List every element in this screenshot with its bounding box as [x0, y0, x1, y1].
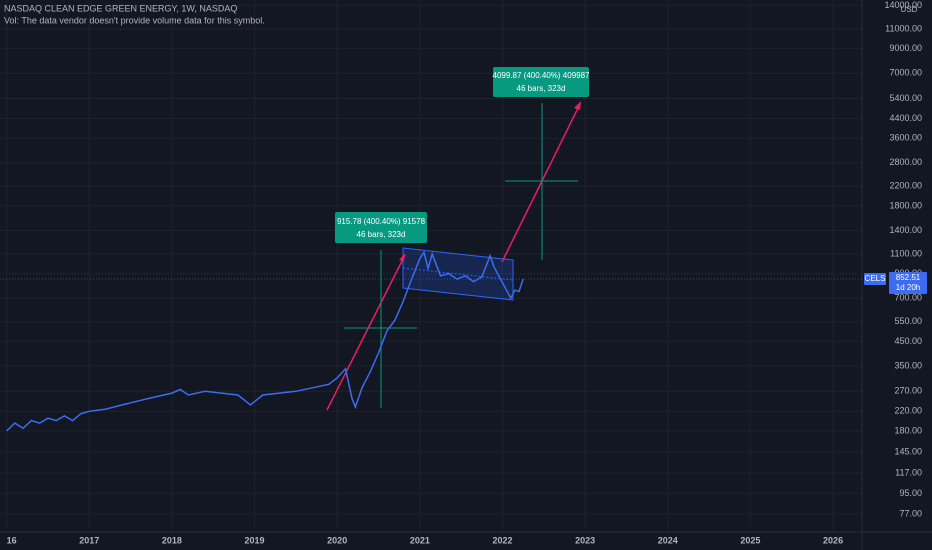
price-badge: [889, 271, 927, 294]
y-tick-label: 350.00: [894, 360, 922, 370]
ticker-label: CELS: [865, 274, 886, 283]
y-tick-label: 77.00: [899, 508, 922, 518]
y-tick-label: 7000.00: [889, 68, 922, 78]
channel-mid: [402, 267, 514, 281]
x-tick-label: 2022: [492, 535, 512, 545]
x-tick-label: 2025: [740, 535, 760, 545]
y-tick-label: 4400.00: [889, 113, 922, 123]
x-tick-label: 2017: [79, 535, 99, 545]
y-tick-label: 270.00: [894, 386, 922, 396]
currency: USD: [901, 5, 918, 14]
y-tick-label: 95.00: [899, 488, 922, 498]
annotation-box: [335, 212, 427, 243]
chart-title: NASDAQ CLEAN EDGE GREEN ENERGY, 1W, NASD…: [4, 3, 237, 13]
y-tick-label: 9000.00: [889, 43, 922, 53]
y-tick-label: 1400.00: [889, 225, 922, 235]
x-tick-label: 2020: [327, 535, 347, 545]
y-tick-label: 550.00: [894, 316, 922, 326]
ticker-badge: [864, 272, 886, 285]
x-tick-label: 2024: [658, 535, 678, 545]
x-tick-label: 16: [7, 535, 17, 545]
x-tick-label: 2018: [162, 535, 182, 545]
arrow-head: [574, 101, 581, 110]
y-tick-label: 5400.00: [889, 93, 922, 103]
y-tick-label: 2800.00: [889, 157, 922, 167]
y-tick-label: 1800.00: [889, 200, 922, 210]
arrow-head: [399, 253, 405, 261]
annotation-subtext: 46 bars, 323d: [357, 230, 406, 239]
annotation-subtext: 46 bars, 323d: [517, 84, 566, 93]
price-line: [6, 250, 524, 432]
arrow: [501, 103, 581, 263]
y-tick-label: 14000.00: [884, 0, 922, 10]
arrow: [326, 254, 406, 411]
y-tick-label: 700.00: [894, 293, 922, 303]
y-tick-label: 1100.00: [890, 248, 922, 258]
y-tick-label: 220.00: [894, 406, 922, 416]
y-tick-label: 450.00: [894, 336, 922, 346]
annotation-box: [493, 67, 589, 97]
chart-subtitle: Vol: The data vendor doesn't provide vol…: [4, 15, 265, 25]
currency-bg: [898, 3, 920, 15]
y-tick-label: 117.00: [895, 467, 922, 477]
y-tick-label: 11000.00: [885, 23, 922, 33]
x-tick-label: 2026: [823, 535, 843, 545]
annotation-text: 4099.87 (400.40%) 409987: [493, 71, 591, 80]
plot: [6, 250, 524, 432]
y-tick-label: 2200.00: [889, 181, 922, 191]
annotation-text: 915.78 (400.40%) 91578: [337, 217, 426, 226]
y-tick-label: 3600.00: [889, 133, 922, 143]
price-label: 852.51: [896, 273, 921, 282]
y-tick-label: 180.00: [894, 425, 922, 435]
x-tick-label: 2023: [575, 535, 595, 545]
x-tick-label: 2021: [410, 535, 430, 545]
x-tick-label: 2019: [245, 535, 265, 545]
grid: [0, 0, 862, 532]
y-tick-label: 145.00: [894, 446, 922, 456]
countdown-label: 1d 20h: [896, 283, 920, 292]
